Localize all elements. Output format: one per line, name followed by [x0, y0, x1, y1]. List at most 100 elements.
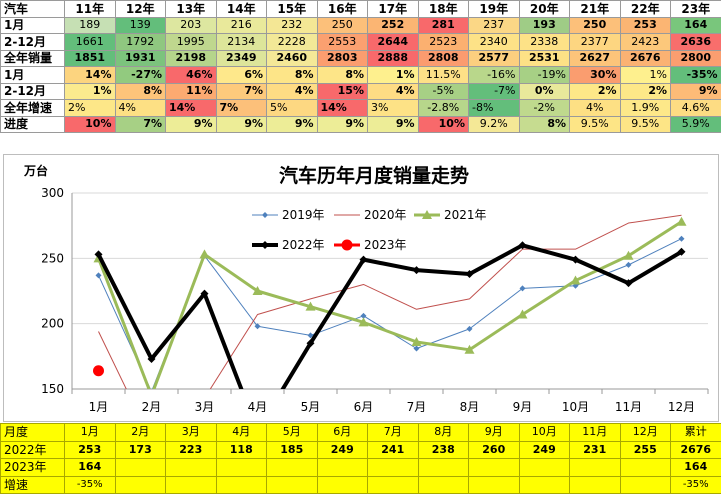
monthly-cell	[165, 475, 217, 494]
summary-cell: 4%	[569, 99, 621, 117]
data-point	[464, 344, 475, 354]
summary-cell: -7%	[468, 82, 520, 100]
data-point	[625, 261, 632, 268]
summary-cell: 2808	[417, 49, 469, 67]
x-tick-label: 9月	[513, 400, 533, 414]
summary-cell: 250	[569, 16, 621, 34]
series-2021年	[93, 216, 687, 389]
monthly-cell: 249	[316, 440, 368, 459]
monthly-cell	[468, 475, 520, 494]
x-tick-label: 1月	[89, 400, 109, 414]
monthly-cell: 253	[64, 440, 116, 459]
monthly-cell	[518, 458, 570, 477]
monthly-cell: 231	[569, 440, 621, 459]
summary-cell: 2460	[266, 49, 318, 67]
summary-cell: 15%	[316, 82, 368, 100]
data-point	[413, 345, 420, 352]
monthly-cell	[569, 475, 621, 494]
month-header: 1月	[64, 423, 116, 442]
monthly-cell: -35%	[670, 475, 721, 494]
monthly-cell: 223	[165, 440, 217, 459]
month-header: 7月	[367, 423, 419, 442]
data-point	[624, 279, 633, 288]
year-header: 20年	[518, 0, 570, 18]
data-point	[465, 270, 474, 279]
summary-row: 全年增速 2% 4% 14% 7% 5% 14% 3% -2.8% -8% -2% 4% 1.9% 4.6…	[0, 99, 721, 117]
summary-row: 1月 189 139 203 216 232 250 252 281 237 193 250 253 16…	[0, 16, 721, 34]
summary-cell: -2.8%	[417, 99, 469, 117]
summary-cell: 14%	[316, 99, 368, 117]
monthly-cell	[518, 475, 570, 494]
monthly-cell	[569, 458, 621, 477]
summary-cell: 2%	[64, 99, 116, 117]
summary-cell: 4.6%	[670, 99, 721, 117]
monthly-cell: 173	[114, 440, 166, 459]
month-header: 3月	[165, 423, 217, 442]
summary-cell: 14%	[165, 99, 217, 117]
summary-cell: 252	[367, 16, 419, 34]
month-header: 9月	[468, 423, 520, 442]
data-point	[95, 272, 102, 279]
summary-cell: 2577	[468, 49, 520, 67]
summary-cell: 203	[165, 16, 217, 34]
summary-cell: 2423	[619, 33, 671, 51]
year-header: 19年	[468, 0, 520, 18]
summary-cell: 8%	[266, 66, 318, 84]
series-2020年	[98, 214, 682, 389]
monthly-cell: 241	[367, 440, 419, 459]
monthly-cell: 118	[215, 440, 267, 459]
summary-cell: 2%	[619, 82, 671, 100]
y-tick-label: 200	[41, 317, 64, 331]
summary-cell: 9%	[266, 115, 318, 133]
summary-cell: 2644	[367, 33, 419, 51]
summary-cell: 2228	[266, 33, 318, 51]
summary-cell: 1931	[114, 49, 166, 67]
plot-area	[93, 214, 687, 389]
data-point	[93, 365, 104, 377]
data-point	[359, 255, 368, 264]
summary-cell: 9%	[670, 82, 721, 100]
data-point	[252, 286, 263, 295]
x-tick-label: 5月	[301, 400, 321, 414]
monthly-cell	[316, 458, 368, 477]
monthly-cell: 260	[468, 440, 520, 459]
x-tick-label: 11月	[615, 400, 642, 414]
x-tick-label: 3月	[195, 400, 215, 414]
summary-cell: 11%	[165, 82, 217, 100]
legend-item: 2022年	[252, 238, 325, 252]
year-header: 21年	[569, 0, 621, 18]
y-tick-label: 300	[41, 186, 64, 200]
series-line	[98, 214, 682, 389]
legend-item: 2023年	[334, 238, 407, 252]
monthly-cell	[468, 458, 520, 477]
summary-cell: 139	[114, 16, 166, 34]
summary-cell: 1661	[64, 33, 116, 51]
month-header: 8月	[417, 423, 469, 442]
monthly-cell	[316, 475, 368, 494]
data-point	[412, 266, 421, 275]
row-label: 进度	[0, 115, 65, 133]
summary-cell: 2676	[619, 49, 671, 67]
summary-cell: 8%	[114, 82, 166, 100]
summary-cell: 1792	[114, 33, 166, 51]
legend-label: 2023年	[364, 238, 407, 252]
summary-cell: 5.9%	[670, 115, 721, 133]
summary-cell: 5%	[266, 99, 318, 117]
summary-cell: 4%	[114, 99, 166, 117]
summary-cell: 9.2%	[468, 115, 520, 133]
data-point	[676, 216, 687, 226]
legend-marker	[262, 212, 268, 218]
summary-cell: -35%	[670, 66, 721, 84]
monthly-cell	[114, 475, 166, 494]
summary-cell: 9.5%	[619, 115, 671, 133]
x-tick-label: 4月	[248, 400, 268, 414]
data-point	[199, 249, 210, 259]
summary-cell: 2338	[518, 33, 570, 51]
monthly-cell	[367, 458, 419, 477]
summary-cell: 1.9%	[619, 99, 671, 117]
summary-cell: 164	[670, 16, 721, 34]
summary-cell: 7%	[215, 82, 267, 100]
summary-cell: 253	[619, 16, 671, 34]
row-label: 1月	[0, 16, 65, 34]
summary-cell: 2134	[215, 33, 267, 51]
